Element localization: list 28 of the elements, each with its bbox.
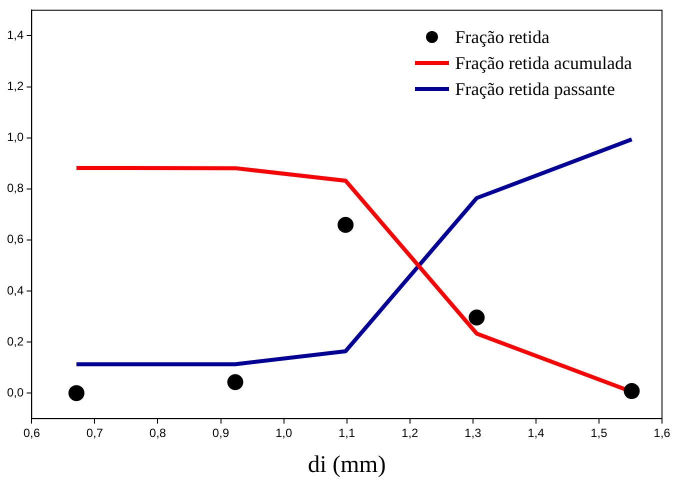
x-tick-label: 1,1	[338, 426, 356, 440]
point	[624, 383, 640, 400]
point	[338, 216, 354, 233]
x-tick-label: 0,6	[23, 426, 40, 440]
x-tick-label: 1,2	[402, 426, 419, 440]
point	[468, 310, 485, 326]
point	[68, 385, 84, 402]
y-tick-label: 0,4	[6, 283, 24, 298]
x-tick-label: 1,4	[528, 426, 545, 440]
x-tick-label: 0,8	[149, 426, 166, 440]
y-tick-label: 0,8	[6, 181, 24, 196]
x-tick-label: 1,0	[275, 426, 292, 440]
legend-label: Fração retida acumulada	[455, 52, 632, 74]
x-tick-label: 1,6	[654, 426, 671, 440]
y-tick-label: 0,2	[6, 334, 24, 348]
x-tick-label: 0,9	[212, 426, 230, 440]
x-tick-label: 1,3	[464, 426, 482, 440]
y-tick-label: 1,2	[6, 79, 24, 94]
legend-label: Fração retida	[455, 26, 550, 48]
x-axis-title: di (mm)	[306, 452, 387, 479]
y-tick-label: 1,0	[6, 130, 24, 144]
y-tick-label: 0,6	[6, 232, 24, 246]
x-tick-label: 0,7	[86, 426, 104, 440]
legend-label: Fração retida passante	[455, 78, 616, 100]
y-tick-label: 0,0	[6, 385, 24, 400]
x-tick-label: 1,5	[590, 426, 608, 440]
point	[227, 374, 244, 390]
y-tick-label: 1,4	[6, 28, 24, 42]
